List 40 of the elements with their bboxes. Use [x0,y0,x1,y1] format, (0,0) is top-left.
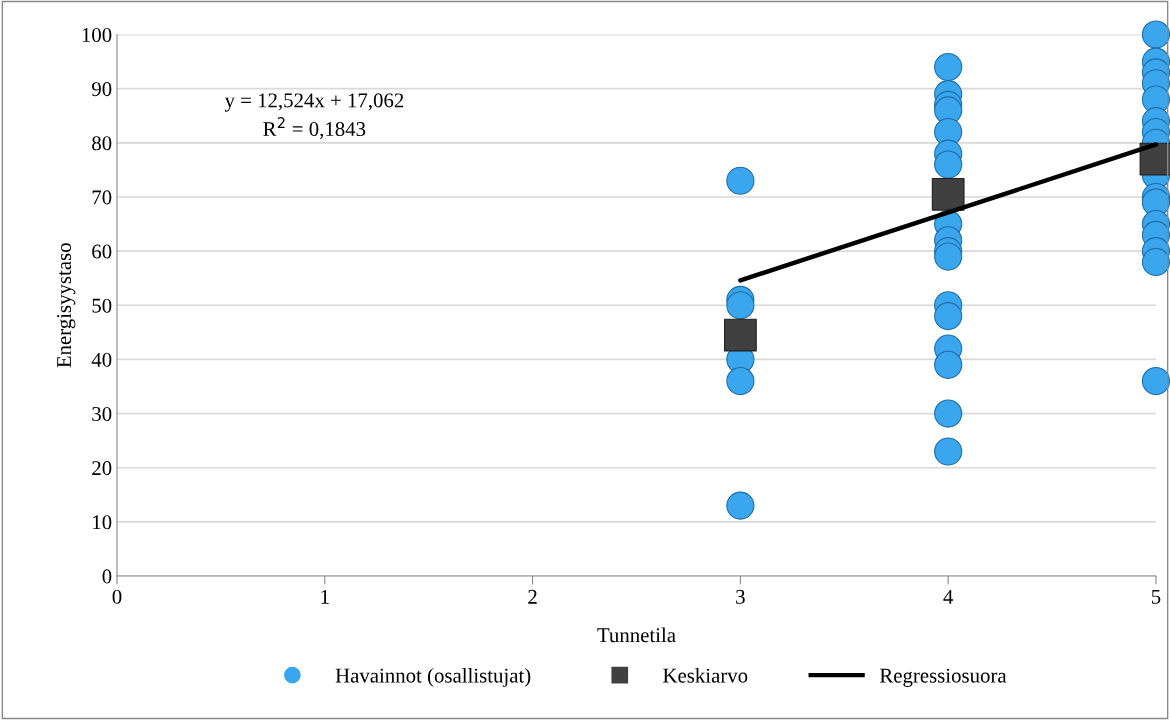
y-tick-label: 40 [91,352,112,367]
legend-label: Havainnot (osallistujat) [335,667,531,687]
y-tick-label: 50 [92,298,112,313]
point [934,242,963,271]
y-tick-label: 10 [93,515,112,530]
point [934,437,963,466]
point [1141,247,1170,277]
point [931,177,965,211]
point [1141,20,1170,49]
legend-label: Keskiarvo [663,667,748,683]
point [726,366,755,396]
point [726,291,755,320]
x-tick-label: 0 [112,589,122,604]
annotation: R$^{2}$ = 0,1843 [263,117,366,140]
point [934,302,963,331]
x-tick-label: 2 [528,589,537,604]
y-tick-label: 60 [92,244,112,259]
x-axis-title: Tunnetila [597,627,676,643]
x-tick-label: 5 [1151,590,1161,604]
point [934,150,963,179]
y-axis-title: Energisyystaso [57,243,76,368]
point [726,491,755,520]
legend-label: Regressiosuora [879,668,1007,687]
y-tick-label: 70 [92,190,112,205]
y-tick-label: 20 [92,461,112,476]
annotation: y = 12,524x + 17,062 [224,93,404,112]
point [1141,366,1170,396]
point [934,52,963,82]
x-tick-label: 3 [736,589,745,604]
point [723,318,757,352]
x-tick-label: 1 [321,589,329,604]
point [934,399,963,428]
y-tick-label: 100 [82,27,112,42]
y-tick-label: 80 [92,136,112,151]
point [934,350,963,379]
x-tick-label: 4 [943,589,954,604]
y-tick-label: 90 [91,82,112,97]
y-tick-label: 0 [102,569,112,584]
y-tick-label: 30 [92,406,112,421]
point [726,166,755,195]
